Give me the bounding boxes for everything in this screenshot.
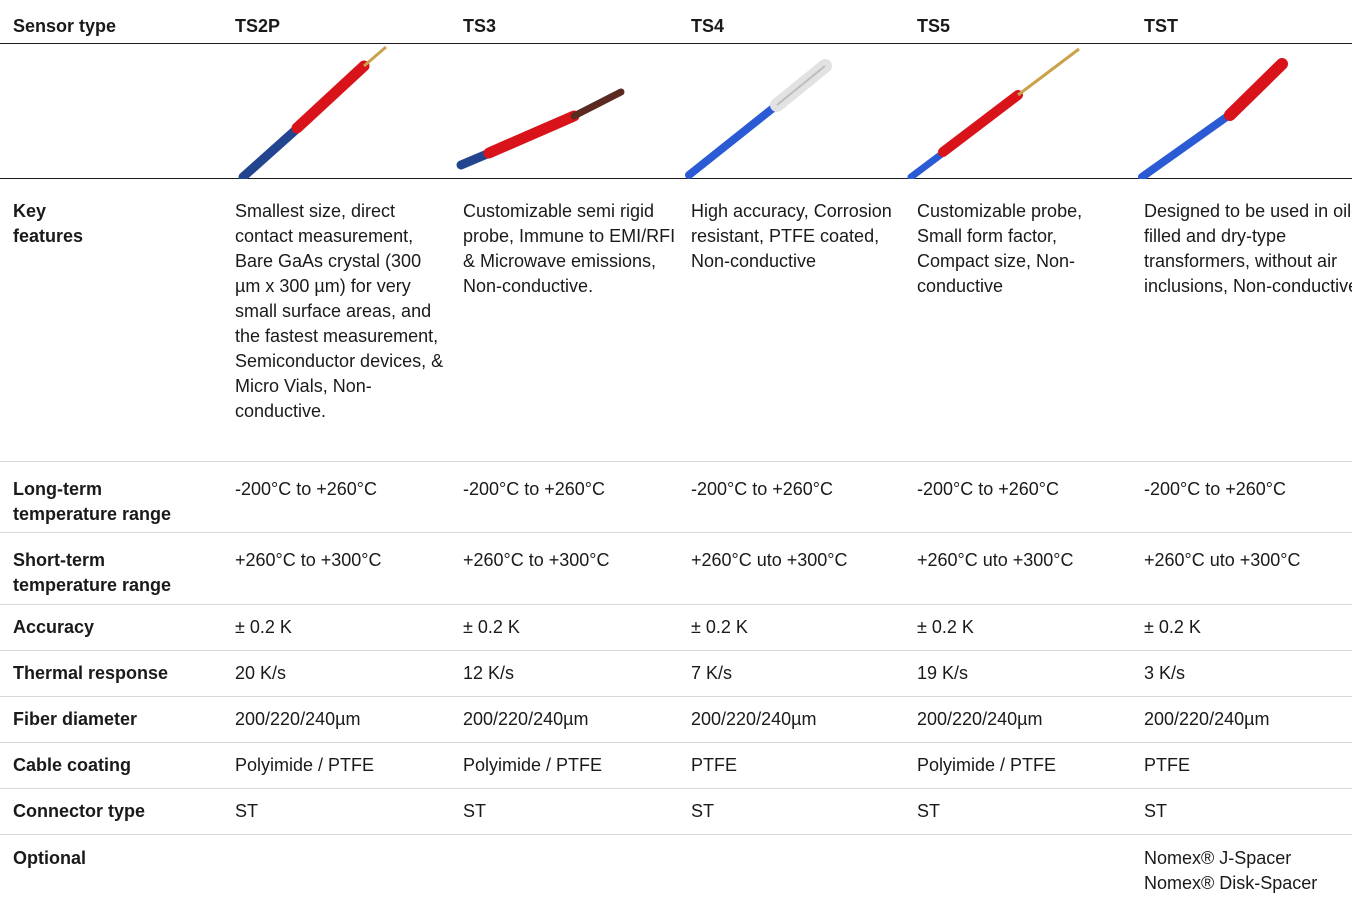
- short-term-label-line1: Short-term: [13, 550, 106, 570]
- tst-probe-image: [1130, 44, 1352, 179]
- long-term-label-line1: Long-term: [13, 479, 102, 499]
- cable-coating-ts4: PTFE: [677, 743, 903, 789]
- thermal-response-ts4: 7 K/s: [677, 651, 903, 697]
- header-ts3: TS3: [449, 0, 677, 44]
- short-term-label: Short-term temperature range: [0, 533, 221, 605]
- cable-coating-label: Cable coating: [0, 743, 221, 789]
- header-sensor-type: Sensor type: [0, 0, 221, 44]
- short-term-ts4: +260°C uto +300°C: [677, 533, 903, 605]
- key-features-label-line1: Key: [13, 201, 47, 221]
- accuracy-label: Accuracy: [0, 605, 221, 651]
- accuracy-ts4: ± 0.2 K: [677, 605, 903, 651]
- long-term-ts2p: -200°C to +260°C: [221, 462, 449, 533]
- connector-type-tst: ST: [1130, 789, 1352, 835]
- long-term-label: Long-term temperature range: [0, 462, 221, 533]
- short-term-ts5: +260°C uto +300°C: [903, 533, 1130, 605]
- key-features-ts5-text: Customizable probe, Small form factor, C…: [917, 201, 1083, 296]
- thermal-response-label: Thermal response: [0, 651, 221, 697]
- ts2p-probe-image: [221, 44, 449, 179]
- optional-ts4: [677, 835, 903, 902]
- fiber-diameter-ts4: 200/220/240µm: [677, 697, 903, 743]
- key-features-ts5: Customizable probe, Small form factor, C…: [903, 179, 1130, 462]
- optional-tst: Nomex® J-Spacer Nomex® Disk-Spacer: [1130, 835, 1352, 902]
- key-features-tst: Designed to be used in oil-filled and dr…: [1130, 179, 1352, 462]
- header-ts5: TS5: [903, 0, 1130, 44]
- thermal-response-tst: 3 K/s: [1130, 651, 1352, 697]
- optional-ts2p: [221, 835, 449, 902]
- optional-ts5: [903, 835, 1130, 902]
- long-term-ts4: -200°C to +260°C: [677, 462, 903, 533]
- short-term-ts3: +260°C to +300°C: [449, 533, 677, 605]
- header-ts4: TS4: [677, 0, 903, 44]
- short-term-tst: +260°C uto +300°C: [1130, 533, 1352, 605]
- ts5-probe-image: [903, 44, 1130, 179]
- thermal-response-ts5: 19 K/s: [903, 651, 1130, 697]
- image-row-label: [0, 44, 221, 179]
- accuracy-ts5: ± 0.2 K: [903, 605, 1130, 651]
- optional-label: Optional: [13, 848, 86, 868]
- key-features-ts3: Customizable semi rigid probe, Immune to…: [449, 179, 677, 462]
- fiber-diameter-tst: 200/220/240µm: [1130, 697, 1352, 743]
- accuracy-ts2p: ± 0.2 K: [221, 605, 449, 651]
- accuracy-tst: ± 0.2 K: [1130, 605, 1352, 651]
- short-term-label-line2: temperature range: [13, 575, 172, 595]
- optional-ts3: [449, 835, 677, 902]
- key-features-ts3-text: Customizable semi rigid probe, Immune to…: [463, 201, 676, 296]
- fiber-diameter-ts3: 200/220/240µm: [449, 697, 677, 743]
- thermal-response-ts3: 12 K/s: [449, 651, 677, 697]
- key-features-ts2p: Smallest size, direct contact measuremen…: [221, 179, 449, 462]
- header-ts2p: TS2P: [221, 0, 449, 44]
- key-features-ts4: High accuracy, Corrosion resistant, PTFE…: [677, 179, 903, 462]
- key-features-ts2p-text: Smallest size, direct contact measuremen…: [235, 201, 444, 421]
- key-features-tst-text: Designed to be used in oil-filled and dr…: [1144, 201, 1352, 296]
- cable-coating-ts5: Polyimide / PTFE: [903, 743, 1130, 789]
- fiber-diameter-label: Fiber diameter: [0, 697, 221, 743]
- key-features-label: Key features: [0, 179, 221, 462]
- fiber-diameter-ts2p: 200/220/240µm: [221, 697, 449, 743]
- connector-type-label: Connector type: [0, 789, 221, 835]
- accuracy-ts3: ± 0.2 K: [449, 605, 677, 651]
- cable-coating-ts2p: Polyimide / PTFE: [221, 743, 449, 789]
- ts3-probe-image: [449, 44, 677, 179]
- ts4-probe-image: [677, 44, 903, 179]
- optional-tst-line1: Nomex® J-Spacer: [1144, 848, 1292, 868]
- connector-type-ts4: ST: [677, 789, 903, 835]
- key-features-label-line2: features: [13, 226, 84, 246]
- header-tst: TST: [1130, 0, 1352, 44]
- optional-tst-line2: Nomex® Disk-Spacer: [1144, 873, 1318, 893]
- long-term-tst: -200°C to +260°C: [1130, 462, 1352, 533]
- connector-type-ts3: ST: [449, 789, 677, 835]
- cable-coating-tst: PTFE: [1130, 743, 1352, 789]
- long-term-label-line2: temperature range: [13, 504, 172, 524]
- long-term-ts5: -200°C to +260°C: [903, 462, 1130, 533]
- cable-coating-ts3: Polyimide / PTFE: [449, 743, 677, 789]
- connector-type-ts5: ST: [903, 789, 1130, 835]
- short-term-ts2p: +260°C to +300°C: [221, 533, 449, 605]
- connector-type-ts2p: ST: [221, 789, 449, 835]
- long-term-ts3: -200°C to +260°C: [449, 462, 677, 533]
- key-features-ts4-text: High accuracy, Corrosion resistant, PTFE…: [691, 201, 892, 271]
- thermal-response-ts2p: 20 K/s: [221, 651, 449, 697]
- fiber-diameter-ts5: 200/220/240µm: [903, 697, 1130, 743]
